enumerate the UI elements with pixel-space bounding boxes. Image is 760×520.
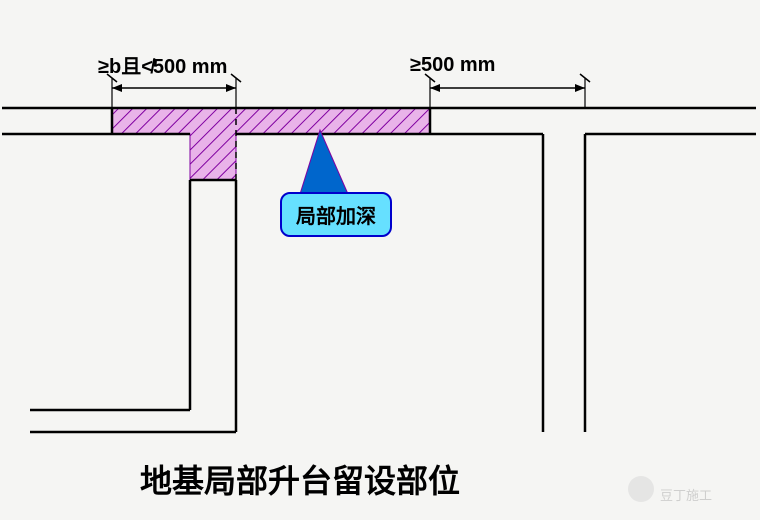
dimension-label-right: ≥500 mm bbox=[410, 54, 495, 77]
watermark-text: 豆丁施工 bbox=[660, 485, 712, 504]
watermark-icon bbox=[628, 476, 654, 502]
diagram-title: 地基局部升台留设部位 bbox=[140, 456, 460, 502]
dimension-label-left: ≥b且≮500 mm bbox=[98, 50, 227, 79]
callout-local-deepen: 局部加深 bbox=[280, 192, 392, 237]
